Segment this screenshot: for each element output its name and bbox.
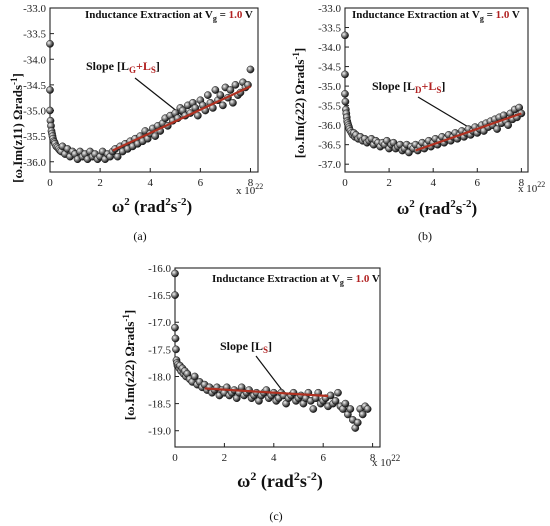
panel-c-ytick-label: -18.0	[148, 371, 171, 383]
panel-a-data-point	[229, 98, 237, 107]
panel-c-caption: (c)	[269, 509, 282, 523]
panel-c-xlabel: ω2 (rad2s-2)	[237, 469, 323, 492]
panel-b-data-point	[341, 97, 350, 106]
panel-a-xtick-label: 2	[97, 177, 103, 189]
panel-a-data-point	[219, 101, 227, 110]
panel-a-xtick-label: 6	[198, 177, 204, 189]
panel-b-x-multiplier: x 1022	[518, 180, 545, 195]
panel-a-ytick-label: -35.5	[23, 131, 46, 143]
panel-b-xtick-label: 4	[430, 177, 436, 189]
panel-c-data-point	[172, 345, 180, 354]
panel-a-ytick-label: -33.0	[23, 3, 46, 15]
panel-b: Inductance Extraction at Vg = 1.0 V [ω.I…	[291, 3, 545, 243]
panel-a-data-point	[226, 86, 235, 94]
panel-b-xlabel: ω2 (rad2s-2)	[397, 198, 477, 218]
panel-c-data-point	[334, 388, 342, 397]
panel-a-data-point	[204, 91, 212, 99]
panel-c-data-point	[171, 291, 179, 299]
panel-a-ytick-label: -33.5	[23, 29, 46, 41]
panel-a-ytick-label: -34.0	[23, 54, 46, 66]
panel-c-ytick-label: -18.5	[148, 399, 171, 411]
panel-b-data-point	[493, 125, 501, 133]
panel-c-data-point	[171, 269, 179, 278]
panel-b-xtick-label: 0	[342, 177, 348, 189]
panel-a-data-point	[211, 86, 220, 94]
panel-b-title: Inductance Extraction at Vg = 1.0 V	[352, 9, 520, 23]
panel-c-ytick-label: -17.0	[148, 317, 171, 329]
panel-b-ytick-label: -34.5	[318, 62, 341, 74]
panel-a-ytick-label: -34.5	[23, 80, 46, 92]
panel-a-title: Inductance Extraction at Vg = 1.0 V	[85, 9, 253, 23]
panel-a-data-point	[113, 152, 122, 161]
panel-c-ytick-label: -17.5	[148, 344, 171, 356]
panel-b-xtick-label: 2	[386, 177, 392, 189]
panel-c-ylabel: [ω.Im(z22) Ωrads-1]	[121, 310, 137, 420]
panel-b-fit-line	[415, 112, 522, 152]
panel-b-ytick-label: -33.5	[318, 23, 341, 35]
panel-c-xtick-label: 4	[271, 452, 277, 464]
panel-c-data-point	[353, 418, 362, 427]
panel-b-data-point	[341, 31, 349, 40]
panel-a-xtick-label: 8	[248, 177, 254, 189]
panel-c-ytick-label: -16.0	[148, 263, 171, 275]
panel-c-slope-label: Slope [LS]	[220, 339, 272, 355]
panel-a-data-point	[46, 86, 54, 94]
panel-c-xtick-label: 8	[370, 452, 376, 464]
panel-c-x-multiplier: x 1022	[372, 453, 400, 469]
panel-a-x-multiplier: x 1022	[236, 182, 263, 197]
panel-c-title: Inductance Extraction at Vg = 1.0 V	[212, 273, 380, 287]
panel-c-data-point	[331, 397, 340, 405]
panel-a-data-point	[46, 40, 54, 48]
panel-c-fit-line	[204, 387, 329, 398]
panel-c-data-point	[171, 323, 179, 332]
panel-c-data-point	[171, 334, 180, 343]
panel-a-data-point	[151, 132, 160, 140]
panel-b-slope-arrow	[417, 96, 471, 129]
panel-c-data-point	[190, 372, 199, 381]
panel-b-ytick-label: -34.0	[318, 42, 341, 54]
panel-b-xtick-label: 8	[519, 177, 525, 189]
panel-c: Inductance Extraction at Vg = 1.0 V [ω.I…	[121, 263, 400, 523]
panel-a-slope-label: Slope [LG+LS]	[86, 59, 160, 75]
panel-c-data-point	[363, 405, 372, 413]
panel-b-ytick-label: -36.5	[318, 140, 341, 152]
panel-b-slope-label: Slope [LD+LS]	[372, 79, 445, 95]
panel-a-fit-line	[112, 85, 251, 152]
panel-c-data-point	[346, 405, 355, 413]
panel-a-ytick-label: -35.0	[23, 106, 46, 118]
panel-a: Inductance Extraction at Vg = 1.0 V [ω.I…	[9, 3, 263, 243]
panel-c-ytick-label: -19.0	[148, 426, 171, 438]
panel-c-data-point	[341, 399, 350, 408]
panel-b-data-point	[341, 70, 349, 79]
panel-a-xtick-label: 0	[47, 177, 53, 189]
panel-b-ytick-label: -36.0	[318, 120, 341, 132]
panel-a-ylabel: [ω.Im(z11) Ωrads-1]	[9, 73, 25, 183]
panel-b-ytick-label: -37.0	[318, 159, 341, 171]
panel-c-xtick-label: 0	[172, 452, 178, 464]
panel-c-data-point	[309, 405, 318, 413]
panel-b-ylabel: [ω.Im(z22) Ωrads-1]	[291, 48, 307, 158]
panel-b-caption: (b)	[418, 229, 432, 243]
panel-b-xtick-label: 6	[475, 177, 481, 189]
panel-a-xtick-label: 4	[147, 177, 153, 189]
panel-c-ytick-label: -16.5	[148, 290, 171, 302]
panel-c-data-point	[358, 410, 367, 419]
panel-a-data-point	[216, 91, 225, 99]
panel-b-ytick-label: -35.5	[318, 101, 341, 113]
panel-a-data-point	[46, 106, 54, 115]
panel-b-data-point	[341, 90, 349, 98]
panel-b-data-point	[504, 121, 513, 129]
panel-b-ytick-label: -35.0	[318, 81, 341, 93]
panel-a-data-point	[246, 65, 255, 74]
panel-c-xtick-label: 2	[222, 452, 228, 464]
panel-c-xtick-label: 6	[320, 452, 326, 464]
panel-b-plot-frame	[344, 7, 529, 173]
panel-b-ytick-label: -33.0	[318, 3, 341, 15]
panel-a-ytick-label: -36.0	[23, 157, 46, 169]
panel-a-data-point	[231, 81, 240, 89]
panel-a-xlabel: ω2 (rad2s-2)	[112, 196, 192, 216]
panel-a-caption: (a)	[133, 229, 146, 243]
